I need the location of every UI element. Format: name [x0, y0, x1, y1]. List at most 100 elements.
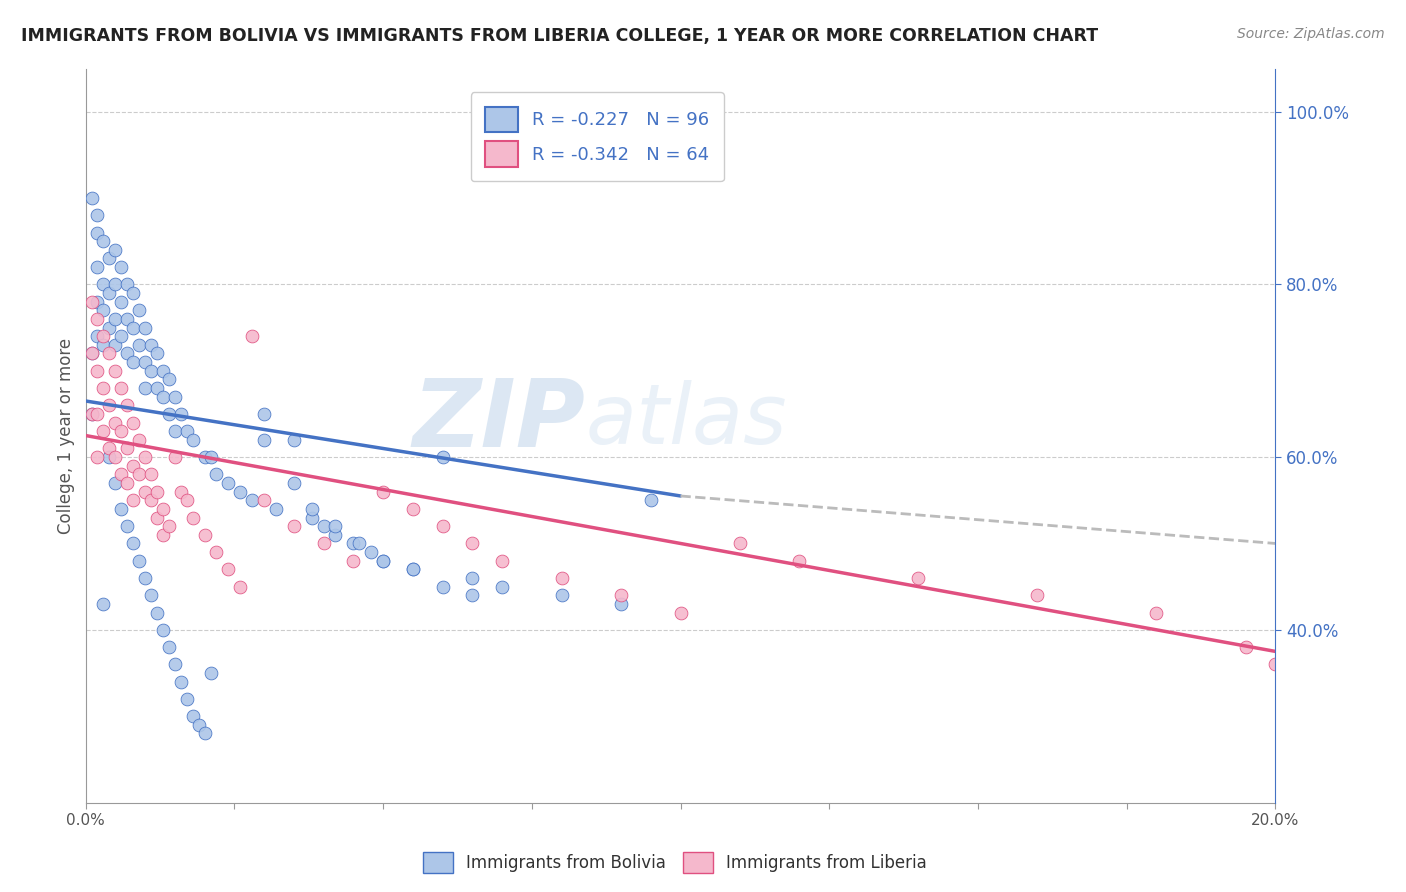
- Point: [170, 407, 193, 421]
- Point: [163, 424, 186, 438]
- Point: [312, 519, 335, 533]
- Point: [491, 580, 513, 594]
- Point: [93, 338, 115, 352]
- Point: [229, 484, 252, 499]
- Point: [104, 312, 127, 326]
- Point: [432, 519, 454, 533]
- Point: [217, 562, 239, 576]
- Point: [1144, 606, 1167, 620]
- Point: [461, 588, 484, 602]
- Point: [93, 424, 115, 438]
- Point: [402, 562, 425, 576]
- Point: [80, 346, 103, 360]
- Point: [98, 320, 121, 334]
- Point: [229, 580, 252, 594]
- Point: [1026, 588, 1049, 602]
- Point: [181, 510, 204, 524]
- Point: [134, 355, 156, 369]
- Point: [139, 338, 162, 352]
- Point: [491, 554, 513, 568]
- Point: [610, 588, 633, 602]
- Point: [402, 502, 425, 516]
- Point: [122, 416, 145, 430]
- Point: [110, 502, 132, 516]
- Point: [163, 450, 186, 464]
- Point: [550, 588, 572, 602]
- Point: [115, 519, 138, 533]
- Text: atlas: atlas: [585, 380, 787, 461]
- Point: [187, 718, 209, 732]
- Point: [264, 502, 287, 516]
- Point: [93, 234, 115, 248]
- Point: [205, 467, 228, 482]
- Point: [115, 475, 138, 490]
- Point: [301, 510, 323, 524]
- Point: [349, 536, 371, 550]
- Point: [157, 372, 180, 386]
- Point: [253, 407, 276, 421]
- Point: [205, 545, 228, 559]
- Point: [325, 519, 347, 533]
- Point: [115, 442, 138, 456]
- Point: [163, 390, 186, 404]
- Point: [122, 458, 145, 473]
- Point: [152, 364, 174, 378]
- Point: [669, 606, 692, 620]
- Point: [128, 554, 150, 568]
- Point: [80, 407, 103, 421]
- Point: [176, 424, 198, 438]
- Point: [1264, 657, 1286, 672]
- Point: [200, 450, 222, 464]
- Point: [134, 484, 156, 499]
- Point: [253, 493, 276, 508]
- Point: [152, 390, 174, 404]
- Point: [122, 536, 145, 550]
- Point: [122, 286, 145, 301]
- Point: [157, 519, 180, 533]
- Point: [110, 467, 132, 482]
- Point: [194, 726, 217, 740]
- Point: [86, 294, 108, 309]
- Point: [93, 329, 115, 343]
- Point: [98, 450, 121, 464]
- Point: [80, 346, 103, 360]
- Point: [152, 623, 174, 637]
- Point: [640, 493, 662, 508]
- Point: [134, 320, 156, 334]
- Point: [80, 191, 103, 205]
- Point: [86, 364, 108, 378]
- Point: [283, 475, 305, 490]
- Point: [122, 493, 145, 508]
- Point: [134, 450, 156, 464]
- Point: [104, 338, 127, 352]
- Point: [128, 433, 150, 447]
- Point: [371, 554, 394, 568]
- Point: [152, 528, 174, 542]
- Point: [170, 674, 193, 689]
- Text: Source: ZipAtlas.com: Source: ZipAtlas.com: [1237, 27, 1385, 41]
- Point: [122, 320, 145, 334]
- Point: [432, 580, 454, 594]
- Point: [240, 329, 263, 343]
- Point: [115, 277, 138, 292]
- Point: [98, 442, 121, 456]
- Point: [86, 450, 108, 464]
- Point: [157, 407, 180, 421]
- Point: [176, 493, 198, 508]
- Point: [139, 493, 162, 508]
- Point: [110, 329, 132, 343]
- Point: [146, 606, 169, 620]
- Point: [86, 226, 108, 240]
- Point: [789, 554, 811, 568]
- Point: [342, 554, 364, 568]
- Point: [110, 381, 132, 395]
- Point: [104, 277, 127, 292]
- Point: [342, 536, 364, 550]
- Point: [194, 528, 217, 542]
- Point: [110, 260, 132, 274]
- Point: [163, 657, 186, 672]
- Point: [104, 416, 127, 430]
- Point: [110, 294, 132, 309]
- Y-axis label: College, 1 year or more: College, 1 year or more: [58, 337, 75, 533]
- Point: [128, 303, 150, 318]
